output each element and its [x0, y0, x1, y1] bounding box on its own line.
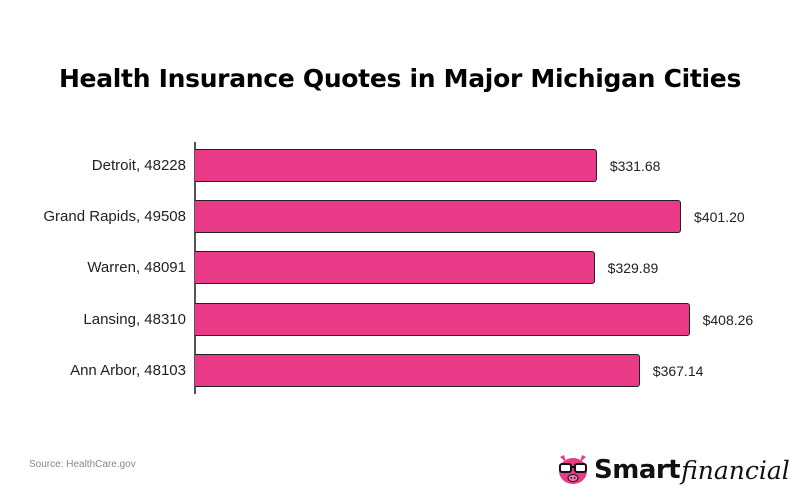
- value-label: $401.20: [694, 209, 745, 226]
- category-label: Detroit, 48228: [91, 157, 186, 174]
- bar-row: Ann Arbor, 48103 $367.14: [0, 353, 800, 388]
- source-note: Source: HealthCare.gov: [29, 459, 136, 470]
- pig-with-glasses-icon: [559, 455, 587, 484]
- bar-row: Lansing, 48310 $408.26: [0, 302, 800, 337]
- value-label: $367.14: [652, 362, 704, 379]
- value-label: $408.26: [702, 311, 754, 328]
- logo-text-smart: Smart: [594, 455, 681, 485]
- bar-row: Grand Rapids, 49508 $401.20: [0, 200, 800, 234]
- bar: [195, 149, 597, 182]
- chart-title: Health Insurance Quotes in Major Michiga…: [58, 64, 742, 93]
- bar: [195, 353, 640, 387]
- bar: [195, 302, 690, 336]
- logo-text-financial: financial: [681, 455, 790, 485]
- category-label: Lansing, 48310: [83, 310, 186, 328]
- value-label: $331.68: [609, 158, 661, 174]
- bar: [195, 200, 682, 234]
- category-label: Grand Rapids, 49508: [43, 208, 186, 226]
- bar-row: Detroit, 48228 $331.68: [0, 149, 800, 183]
- value-label: $329.89: [607, 260, 659, 277]
- category-label: Ann Arbor, 48103: [70, 361, 186, 379]
- smartfinancial-logo: Smart financial: [556, 450, 790, 490]
- bar-row: Warren, 48091 $329.89: [0, 251, 800, 285]
- bar: [195, 251, 595, 285]
- y-axis-line: [194, 142, 196, 394]
- category-label: Warren, 48091: [87, 259, 186, 277]
